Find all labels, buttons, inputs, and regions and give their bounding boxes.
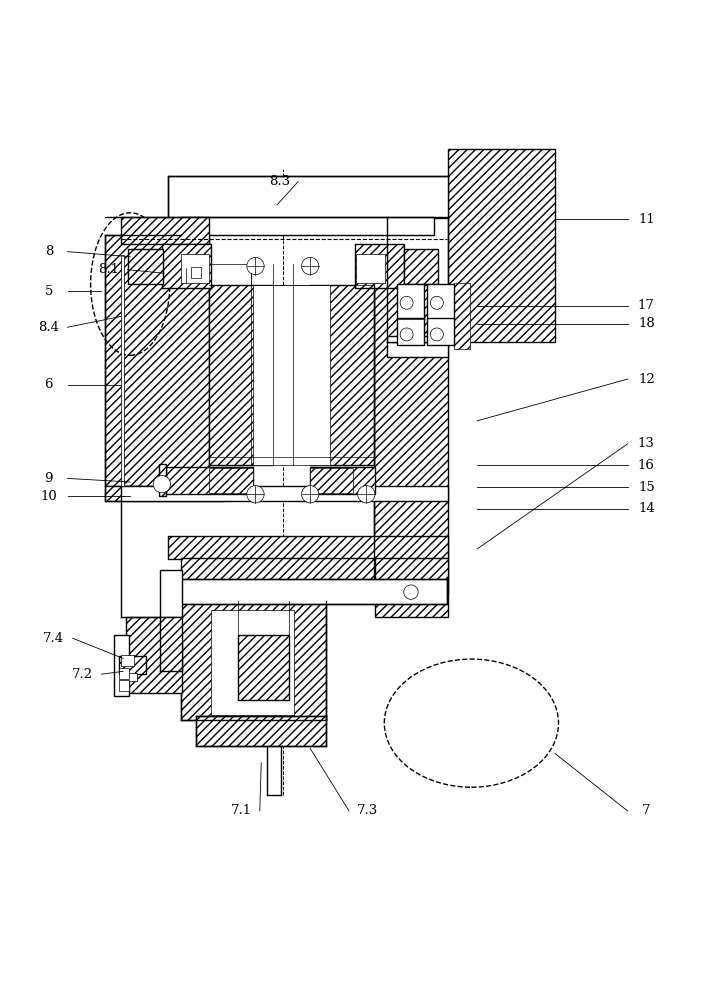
- Bar: [159, 464, 167, 496]
- Text: 17: 17: [638, 299, 654, 312]
- Text: 12: 12: [638, 373, 654, 386]
- Bar: [387, 336, 448, 342]
- Bar: [238, 635, 289, 700]
- Bar: [190, 267, 201, 278]
- Bar: [119, 656, 146, 674]
- Bar: [374, 285, 448, 594]
- Text: 8.3: 8.3: [269, 175, 290, 188]
- Text: 7.1: 7.1: [230, 804, 252, 817]
- Text: 18: 18: [638, 317, 654, 330]
- Bar: [162, 244, 211, 288]
- Text: 8: 8: [45, 245, 53, 258]
- Bar: [105, 235, 209, 486]
- Bar: [128, 249, 163, 284]
- Text: 6: 6: [45, 378, 53, 391]
- Text: 8.4: 8.4: [38, 321, 59, 334]
- Circle shape: [301, 257, 319, 275]
- Bar: [168, 536, 448, 559]
- Bar: [253, 285, 330, 465]
- Bar: [387, 342, 448, 357]
- Bar: [448, 149, 555, 342]
- Text: 16: 16: [638, 459, 654, 472]
- Bar: [168, 176, 448, 218]
- Bar: [211, 610, 294, 715]
- Bar: [105, 486, 224, 501]
- Bar: [121, 673, 137, 681]
- Bar: [119, 680, 130, 691]
- Circle shape: [301, 486, 319, 503]
- Bar: [180, 558, 375, 583]
- Circle shape: [400, 328, 413, 341]
- Bar: [397, 318, 424, 345]
- Bar: [121, 217, 209, 244]
- Bar: [126, 617, 182, 693]
- Circle shape: [247, 257, 264, 275]
- Text: 10: 10: [41, 490, 57, 503]
- Bar: [167, 467, 253, 494]
- Bar: [180, 254, 209, 283]
- Text: 11: 11: [638, 213, 654, 226]
- Text: 5: 5: [45, 285, 53, 298]
- Bar: [209, 264, 251, 465]
- Text: 7: 7: [642, 804, 651, 817]
- Bar: [121, 255, 125, 486]
- Bar: [119, 668, 130, 679]
- Bar: [454, 283, 470, 349]
- Bar: [209, 285, 273, 465]
- Bar: [161, 643, 182, 671]
- Text: 15: 15: [638, 481, 654, 494]
- Bar: [310, 467, 375, 494]
- Text: 9: 9: [45, 472, 53, 485]
- Circle shape: [247, 486, 264, 503]
- Bar: [404, 249, 438, 284]
- Bar: [355, 244, 404, 288]
- Bar: [310, 285, 374, 465]
- Bar: [114, 635, 130, 696]
- Text: 7.3: 7.3: [357, 804, 379, 817]
- Circle shape: [400, 296, 413, 309]
- Circle shape: [430, 328, 443, 341]
- Bar: [356, 254, 385, 283]
- Text: 8.1: 8.1: [98, 263, 119, 276]
- Bar: [121, 655, 134, 666]
- Bar: [196, 716, 326, 746]
- Text: 13: 13: [638, 437, 654, 450]
- Bar: [426, 284, 454, 319]
- Circle shape: [358, 486, 375, 503]
- Circle shape: [153, 476, 171, 493]
- Bar: [310, 468, 353, 493]
- Bar: [426, 318, 454, 345]
- Circle shape: [430, 296, 443, 309]
- Bar: [180, 217, 434, 235]
- Bar: [161, 570, 182, 617]
- Circle shape: [404, 585, 418, 599]
- Text: 14: 14: [638, 502, 654, 515]
- Bar: [375, 558, 448, 617]
- Bar: [180, 579, 447, 604]
- Bar: [121, 486, 448, 501]
- Bar: [397, 284, 424, 319]
- Bar: [180, 601, 326, 720]
- Bar: [209, 468, 253, 493]
- Text: 7.4: 7.4: [43, 632, 64, 645]
- Text: 7.2: 7.2: [72, 668, 93, 681]
